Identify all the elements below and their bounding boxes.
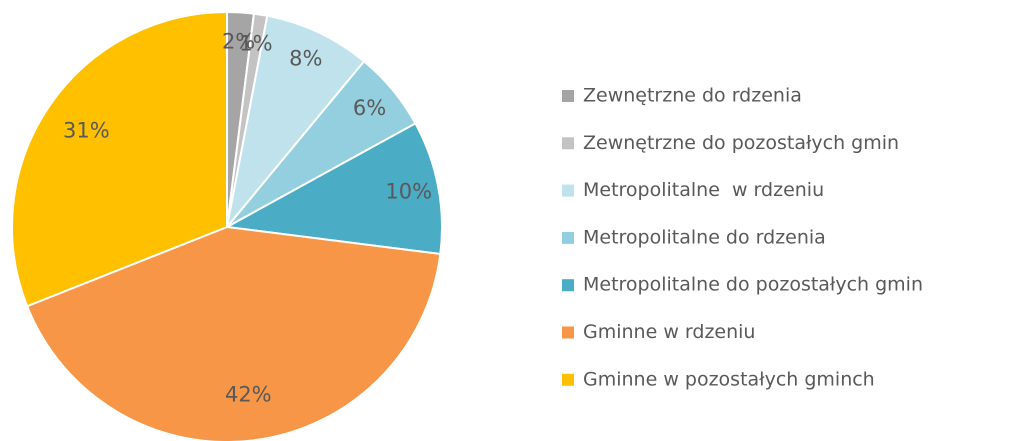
legend-label: Metropolitalne do rdzenia [583,226,826,248]
legend-label: Zewnętrzne do pozostałych gmin [583,132,899,154]
pie-slice [25,225,442,441]
legend-swatch [562,184,574,197]
pie-slice [11,10,228,308]
legend-swatch [562,373,574,386]
legend-label: Zewnętrzne do rdzenia [583,85,802,107]
slice-label: 10% [385,179,432,203]
pie-slice [226,14,366,228]
legend-label: Metropolitalne w rdzeniu [583,179,824,201]
slice-label: 2% [222,29,255,53]
legend-label: Gminne w pozostałych gminch [583,368,875,390]
pie-slice [223,122,443,256]
legend-label: Gminne w rdzeniu [583,321,755,343]
slice-label: 8% [289,47,322,71]
legend-swatch [562,326,574,339]
slice-label: 1% [239,31,272,55]
legend-label: Metropolitalne do pozostałych gmin [583,274,923,296]
legend-swatch [562,231,574,244]
slice-label: 31% [63,118,110,142]
slice-label: 6% [353,96,386,120]
legend-swatch [562,137,574,150]
legend-swatch [562,90,574,102]
legend-swatch [562,279,574,292]
slice-label: 42% [225,383,272,407]
